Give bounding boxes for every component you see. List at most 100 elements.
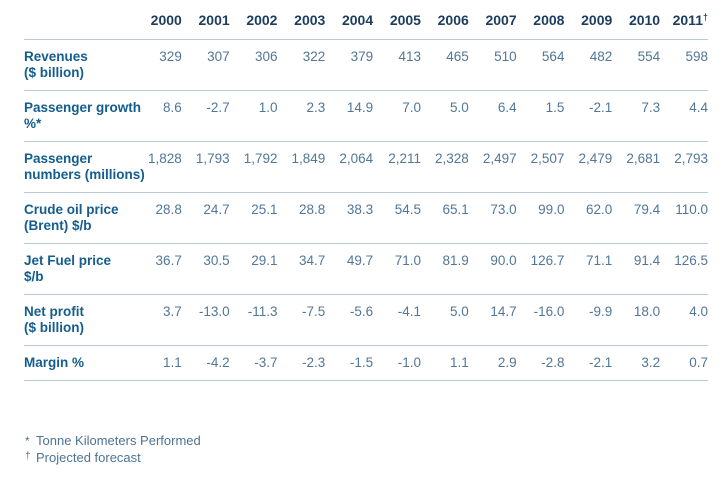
row-label-jet-fuel-price: Jet Fuel price $/b <box>24 243 134 295</box>
table-row-revenues: Revenues ($ billion) 329 307 306 322 379 413 465… <box>24 39 708 91</box>
cell-net-profit-2002: -11.3 <box>229 294 278 346</box>
footnote-marker: † <box>25 451 31 462</box>
cell-revenues-2001: 307 <box>181 39 230 91</box>
cell-net-profit-2001: -13.0 <box>181 294 230 346</box>
row-label-line: numbers (millions) <box>24 167 145 182</box>
cell-passenger-numbers-2000: 1,828 <box>134 141 182 193</box>
cell-passenger-growth-2003: 2.3 <box>277 90 326 142</box>
row-label-passenger-growth: Passenger growth %* <box>24 90 141 142</box>
cell-net-profit-2000: 3.7 <box>134 294 182 346</box>
cell-passenger-numbers-2003: 1,849 <box>277 141 326 193</box>
year-header-2001: 2001 <box>181 0 230 40</box>
cell-margin-2002: -3.7 <box>229 345 278 381</box>
cell-net-profit-2006: 5.0 <box>420 294 469 346</box>
cell-passenger-growth-2004: 14.9 <box>325 90 374 142</box>
footnotes: * Tonne Kilometers Performed † Projected fo… <box>25 433 201 466</box>
cell-revenues-2000: 329 <box>134 39 182 91</box>
cell-margin-2007: 2.9 <box>468 345 517 381</box>
cell-revenues-2009: 482 <box>564 39 613 91</box>
year-label: 2011 <box>672 12 703 28</box>
cell-margin-2000: 1.1 <box>134 345 182 381</box>
airline-industry-stats-table: 2000 2001 2002 2003 2004 2005 2006 2007 2008 2009… <box>24 0 708 381</box>
row-label-net-profit: Net profit ($ billion) <box>24 294 134 346</box>
cell-jet-fuel-price-2011: 126.5 <box>660 243 708 295</box>
footnote-asterisk: * Tonne Kilometers Performed <box>25 433 201 449</box>
year-label: 2009 <box>581 12 613 28</box>
cell-jet-fuel-price-2000: 36.7 <box>134 243 182 295</box>
cell-passenger-numbers-2006: 2,328 <box>420 141 469 193</box>
year-header-2007: 2007 <box>468 0 517 40</box>
table-row-jet-fuel-price: Jet Fuel price $/b 36.7 30.5 29.1 34.7 49.7 71.… <box>24 243 708 295</box>
cell-jet-fuel-price-2002: 29.1 <box>229 243 278 295</box>
table-row-margin: Margin % 1.1 -4.2 -3.7 -2.3 -1.5 -1.0 1.1 2.9 -2.… <box>24 345 708 381</box>
forecast-dagger-marker: † <box>702 12 708 22</box>
cell-crude-oil-price-2005: 54.5 <box>373 192 421 244</box>
cell-revenues-2003: 322 <box>277 39 326 91</box>
cell-passenger-numbers-2007: 2,497 <box>468 141 517 193</box>
cell-crude-oil-price-2007: 73.0 <box>468 192 517 244</box>
cell-crude-oil-price-2010: 79.4 <box>612 192 661 244</box>
row-label-line: Passenger <box>24 151 93 166</box>
footnote-marker: * <box>25 434 30 448</box>
cell-passenger-growth-2005: 7.0 <box>373 90 421 142</box>
cell-revenues-2004: 379 <box>325 39 374 91</box>
cell-crude-oil-price-2004: 38.3 <box>325 192 374 244</box>
year-header-2008: 2008 <box>516 0 565 40</box>
cell-net-profit-2007: 14.7 <box>468 294 517 346</box>
year-header-2006: 2006 <box>420 0 469 40</box>
cell-crude-oil-price-2008: 99.0 <box>516 192 565 244</box>
cell-margin-2005: -1.0 <box>373 345 421 381</box>
cell-crude-oil-price-2009: 62.0 <box>564 192 613 244</box>
year-header-2003: 2003 <box>277 0 326 40</box>
cell-jet-fuel-price-2008: 126.7 <box>516 243 565 295</box>
year-label: 2001 <box>198 12 230 28</box>
cell-crude-oil-price-2002: 25.1 <box>229 192 278 244</box>
cell-margin-2008: -2.8 <box>516 345 565 381</box>
cell-revenues-2008: 564 <box>516 39 565 91</box>
table-row-net-profit: Net profit ($ billion) 3.7 -13.0 -11.3 -7.5 -5… <box>24 294 708 346</box>
cell-jet-fuel-price-2003: 34.7 <box>277 243 326 295</box>
year-header-2010: 2010 <box>612 0 661 40</box>
cell-passenger-growth-2000: 8.6 <box>134 90 182 142</box>
cell-net-profit-2009: -9.9 <box>564 294 613 346</box>
cell-margin-2003: -2.3 <box>277 345 326 381</box>
row-label-revenues: Revenues ($ billion) <box>24 39 134 91</box>
cell-passenger-numbers-2009: 2,479 <box>564 141 613 193</box>
cell-passenger-numbers-2008: 2,507 <box>516 141 565 193</box>
cell-margin-2006: 1.1 <box>420 345 469 381</box>
cell-margin-2011: 0.7 <box>660 345 708 381</box>
row-label-line: Crude oil price <box>24 202 119 217</box>
cell-passenger-growth-2001: -2.7 <box>181 90 230 142</box>
cell-passenger-growth-2009: -2.1 <box>564 90 613 142</box>
cell-revenues-2002: 306 <box>229 39 278 91</box>
row-label-crude-oil-price: Crude oil price (Brent) $/b <box>24 192 134 244</box>
row-label-line: Margin % <box>24 355 85 370</box>
footnote-dagger: † Projected forecast <box>25 449 201 466</box>
year-header-2011: 2011† <box>660 0 708 40</box>
cell-crude-oil-price-2011: 110.0 <box>660 192 708 244</box>
cell-crude-oil-price-2000: 28.8 <box>134 192 182 244</box>
cell-passenger-growth-2011: 4.4 <box>660 90 708 142</box>
cell-margin-2001: -4.2 <box>181 345 230 381</box>
row-label-line: Net profit <box>24 304 84 319</box>
cell-revenues-2005: 413 <box>373 39 421 91</box>
row-label-margin: Margin % <box>24 345 134 381</box>
table-row-passenger-numbers: Passenger numbers (millions) 1,828 1,793 1,7… <box>24 141 708 193</box>
cell-revenues-2010: 554 <box>612 39 661 91</box>
row-label-line: (Brent) $/b <box>24 218 92 233</box>
year-label: 2004 <box>341 12 374 28</box>
cell-passenger-growth-2006: 5.0 <box>420 90 469 142</box>
table-row-passenger-growth: Passenger growth %* 8.6 -2.7 1.0 2.3 14.9 7.0 5.… <box>24 90 708 142</box>
cell-jet-fuel-price-2006: 81.9 <box>420 243 469 295</box>
table-row-crude-oil-price: Crude oil price (Brent) $/b 28.8 24.7 25.1 28… <box>24 192 708 244</box>
cell-passenger-growth-2008: 1.5 <box>516 90 565 142</box>
cell-passenger-growth-2002: 1.0 <box>229 90 278 142</box>
cell-jet-fuel-price-2004: 49.7 <box>325 243 374 295</box>
cell-jet-fuel-price-2005: 71.0 <box>373 243 421 295</box>
cell-net-profit-2003: -7.5 <box>277 294 326 346</box>
cell-margin-2010: 3.2 <box>612 345 661 381</box>
row-label-line: Revenues <box>24 49 88 64</box>
cell-passenger-numbers-2004: 2,064 <box>325 141 374 193</box>
cell-margin-2009: -2.1 <box>564 345 613 381</box>
